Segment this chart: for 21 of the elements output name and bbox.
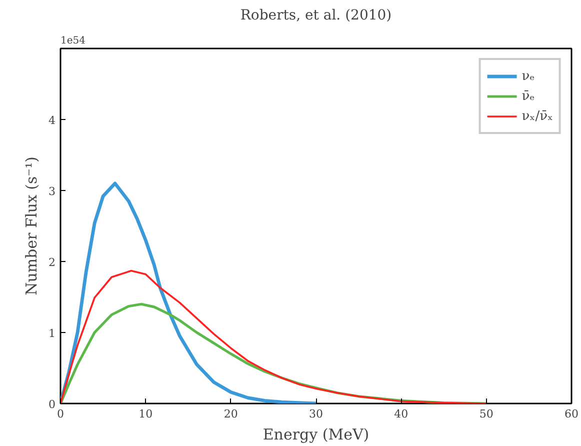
legend-label: νₓ/ν̄ₓ (522, 108, 553, 124)
y-tick-label: 4 (48, 114, 56, 127)
x-axis-title: Energy (MeV) (262, 426, 370, 444)
x-tick-label: 0 (57, 408, 64, 420)
y-tick-label: 1 (48, 327, 56, 340)
y-tick-label: 3 (48, 185, 56, 198)
x-tick-label: 10 (138, 408, 153, 420)
line-series (60, 270, 488, 404)
x-tick-label: 60 (564, 408, 578, 420)
x-tick-label: 40 (394, 408, 408, 420)
x-tick-label: 30 (309, 408, 323, 420)
y-axis-title: Number Flux (s⁻¹) (22, 156, 40, 296)
legend-label: ν̄ₑ (522, 88, 536, 104)
y-tick-label: 0 (48, 398, 56, 411)
y-tick-label: 2 (48, 256, 56, 269)
x-tick-label: 20 (224, 408, 238, 420)
legend-label: νₑ (522, 68, 536, 84)
chart-title: Roberts, et al. (2010) (240, 8, 392, 24)
line-series (60, 182, 318, 404)
text: 1e54 (60, 36, 86, 46)
x-tick-label: 50 (479, 408, 494, 420)
